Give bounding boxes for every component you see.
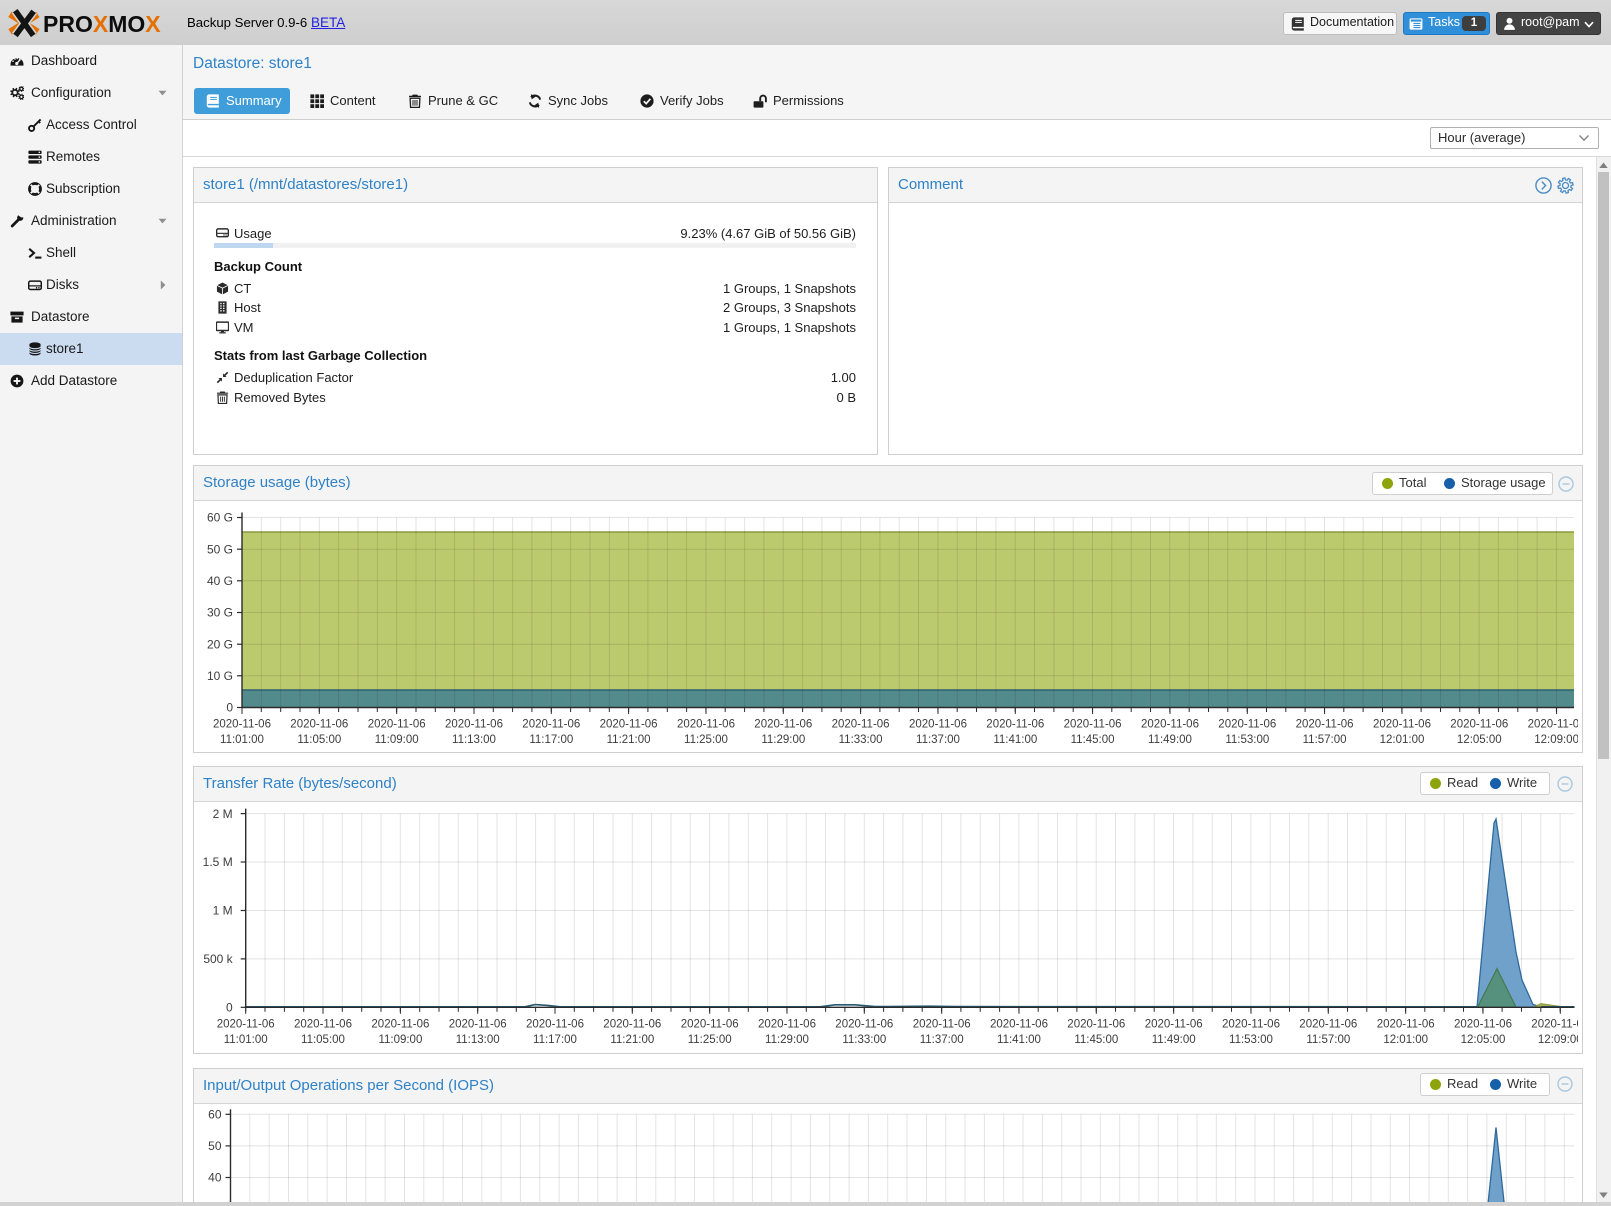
svg-text:60: 60 xyxy=(208,1108,222,1122)
svg-text:11:29:00: 11:29:00 xyxy=(761,734,805,746)
svg-text:11:53:00: 11:53:00 xyxy=(1225,734,1269,746)
svg-text:12:05:00: 12:05:00 xyxy=(1461,1034,1506,1046)
svg-text:11:57:00: 11:57:00 xyxy=(1303,734,1347,746)
svg-text:11:33:00: 11:33:00 xyxy=(839,734,883,746)
svg-text:11:45:00: 11:45:00 xyxy=(1074,1034,1118,1046)
svg-text:2020-11-06: 2020-11-06 xyxy=(835,1018,893,1030)
svg-text:10 G: 10 G xyxy=(207,669,233,683)
svg-text:2020-11-06: 2020-11-06 xyxy=(213,719,271,731)
svg-text:11:41:00: 11:41:00 xyxy=(997,1034,1041,1046)
svg-text:2020-11-06: 2020-11-06 xyxy=(526,1018,584,1030)
svg-text:11:57:00: 11:57:00 xyxy=(1306,1034,1350,1046)
svg-text:40 G: 40 G xyxy=(207,574,233,588)
svg-text:2020-11-06: 2020-11-06 xyxy=(603,1018,661,1030)
svg-text:2020-11-06: 2020-11-06 xyxy=(681,1018,739,1030)
svg-text:2020-11-06: 2020-11-06 xyxy=(371,1018,429,1030)
svg-text:2020-11-06: 2020-11-06 xyxy=(294,1018,352,1030)
svg-text:12:01:00: 12:01:00 xyxy=(1383,1034,1428,1046)
svg-text:2020-11-06: 2020-11-06 xyxy=(217,1018,275,1030)
svg-text:2020-11-06: 2020-11-06 xyxy=(677,719,735,731)
svg-text:2020-11-06: 2020-11-06 xyxy=(522,719,580,731)
svg-text:11:05:00: 11:05:00 xyxy=(301,1034,345,1046)
svg-text:50 G: 50 G xyxy=(207,542,233,556)
svg-text:20 G: 20 G xyxy=(207,637,233,651)
svg-text:11:01:00: 11:01:00 xyxy=(220,734,264,746)
svg-text:2020-11-06: 2020-11-06 xyxy=(990,1018,1048,1030)
svg-text:11:01:00: 11:01:00 xyxy=(224,1034,268,1046)
svg-text:2020-11-06: 2020-11-06 xyxy=(1296,719,1354,731)
svg-text:11:37:00: 11:37:00 xyxy=(916,734,960,746)
svg-text:11:21:00: 11:21:00 xyxy=(610,1034,654,1046)
svg-text:11:25:00: 11:25:00 xyxy=(684,734,728,746)
svg-text:11:05:00: 11:05:00 xyxy=(297,734,341,746)
svg-text:11:09:00: 11:09:00 xyxy=(375,734,419,746)
svg-text:2020-11-06: 2020-11-06 xyxy=(832,719,890,731)
svg-text:2020-11-06: 2020-11-06 xyxy=(1528,719,1578,731)
svg-text:2020-11-06: 2020-11-06 xyxy=(1299,1018,1357,1030)
svg-text:2020-11-06: 2020-11-06 xyxy=(449,1018,507,1030)
svg-text:0: 0 xyxy=(226,1001,233,1015)
svg-text:2020-11-06: 2020-11-06 xyxy=(1450,719,1508,731)
svg-text:40: 40 xyxy=(208,1171,222,1185)
svg-text:30 G: 30 G xyxy=(207,606,233,620)
svg-text:11:41:00: 11:41:00 xyxy=(993,734,1037,746)
svg-text:0: 0 xyxy=(226,701,233,715)
svg-text:2020-11-06: 2020-11-06 xyxy=(1067,1018,1125,1030)
svg-text:11:33:00: 11:33:00 xyxy=(842,1034,886,1046)
svg-text:11:45:00: 11:45:00 xyxy=(1071,734,1115,746)
svg-text:500 k: 500 k xyxy=(203,952,233,966)
svg-text:2020-11-06: 2020-11-06 xyxy=(445,719,503,731)
svg-text:50: 50 xyxy=(208,1139,222,1153)
svg-text:2020-11-06: 2020-11-06 xyxy=(1064,719,1122,731)
svg-text:11:13:00: 11:13:00 xyxy=(452,734,496,746)
svg-text:2020-11-06: 2020-11-06 xyxy=(368,719,426,731)
svg-text:2020-11-06: 2020-11-06 xyxy=(1377,1018,1435,1030)
svg-text:2020-11-06: 2020-11-06 xyxy=(1222,1018,1280,1030)
svg-text:2020-11-06: 2020-11-06 xyxy=(1454,1018,1512,1030)
svg-text:60 G: 60 G xyxy=(207,511,233,525)
svg-text:2020-11-06: 2020-11-06 xyxy=(1531,1018,1578,1030)
svg-text:11:29:00: 11:29:00 xyxy=(765,1034,809,1046)
svg-text:11:17:00: 11:17:00 xyxy=(533,1034,577,1046)
svg-text:2020-11-06: 2020-11-06 xyxy=(290,719,348,731)
svg-text:11:49:00: 11:49:00 xyxy=(1152,1034,1196,1046)
svg-text:11:49:00: 11:49:00 xyxy=(1148,734,1192,746)
svg-text:2020-11-06: 2020-11-06 xyxy=(600,719,658,731)
svg-text:12:09:00: 12:09:00 xyxy=(1534,734,1578,746)
svg-text:2020-11-06: 2020-11-06 xyxy=(1373,719,1431,731)
svg-text:11:17:00: 11:17:00 xyxy=(529,734,573,746)
svg-text:2020-11-06: 2020-11-06 xyxy=(1218,719,1276,731)
svg-text:1.5 M: 1.5 M xyxy=(203,855,233,869)
svg-text:11:25:00: 11:25:00 xyxy=(688,1034,732,1046)
svg-text:11:09:00: 11:09:00 xyxy=(378,1034,422,1046)
svg-text:12:01:00: 12:01:00 xyxy=(1380,734,1425,746)
svg-text:2 M: 2 M xyxy=(213,807,233,821)
svg-text:2020-11-06: 2020-11-06 xyxy=(758,1018,816,1030)
svg-text:11:53:00: 11:53:00 xyxy=(1229,1034,1273,1046)
svg-text:2020-11-06: 2020-11-06 xyxy=(913,1018,971,1030)
svg-text:2020-11-06: 2020-11-06 xyxy=(986,719,1044,731)
svg-text:12:09:00: 12:09:00 xyxy=(1538,1034,1578,1046)
svg-text:2020-11-06: 2020-11-06 xyxy=(754,719,812,731)
svg-text:2020-11-06: 2020-11-06 xyxy=(1145,1018,1203,1030)
svg-text:11:13:00: 11:13:00 xyxy=(456,1034,500,1046)
svg-text:2020-11-06: 2020-11-06 xyxy=(1141,719,1199,731)
svg-text:11:21:00: 11:21:00 xyxy=(607,734,651,746)
svg-text:11:37:00: 11:37:00 xyxy=(920,1034,964,1046)
svg-text:1 M: 1 M xyxy=(213,904,233,918)
svg-text:12:05:00: 12:05:00 xyxy=(1457,734,1502,746)
svg-text:2020-11-06: 2020-11-06 xyxy=(909,719,967,731)
